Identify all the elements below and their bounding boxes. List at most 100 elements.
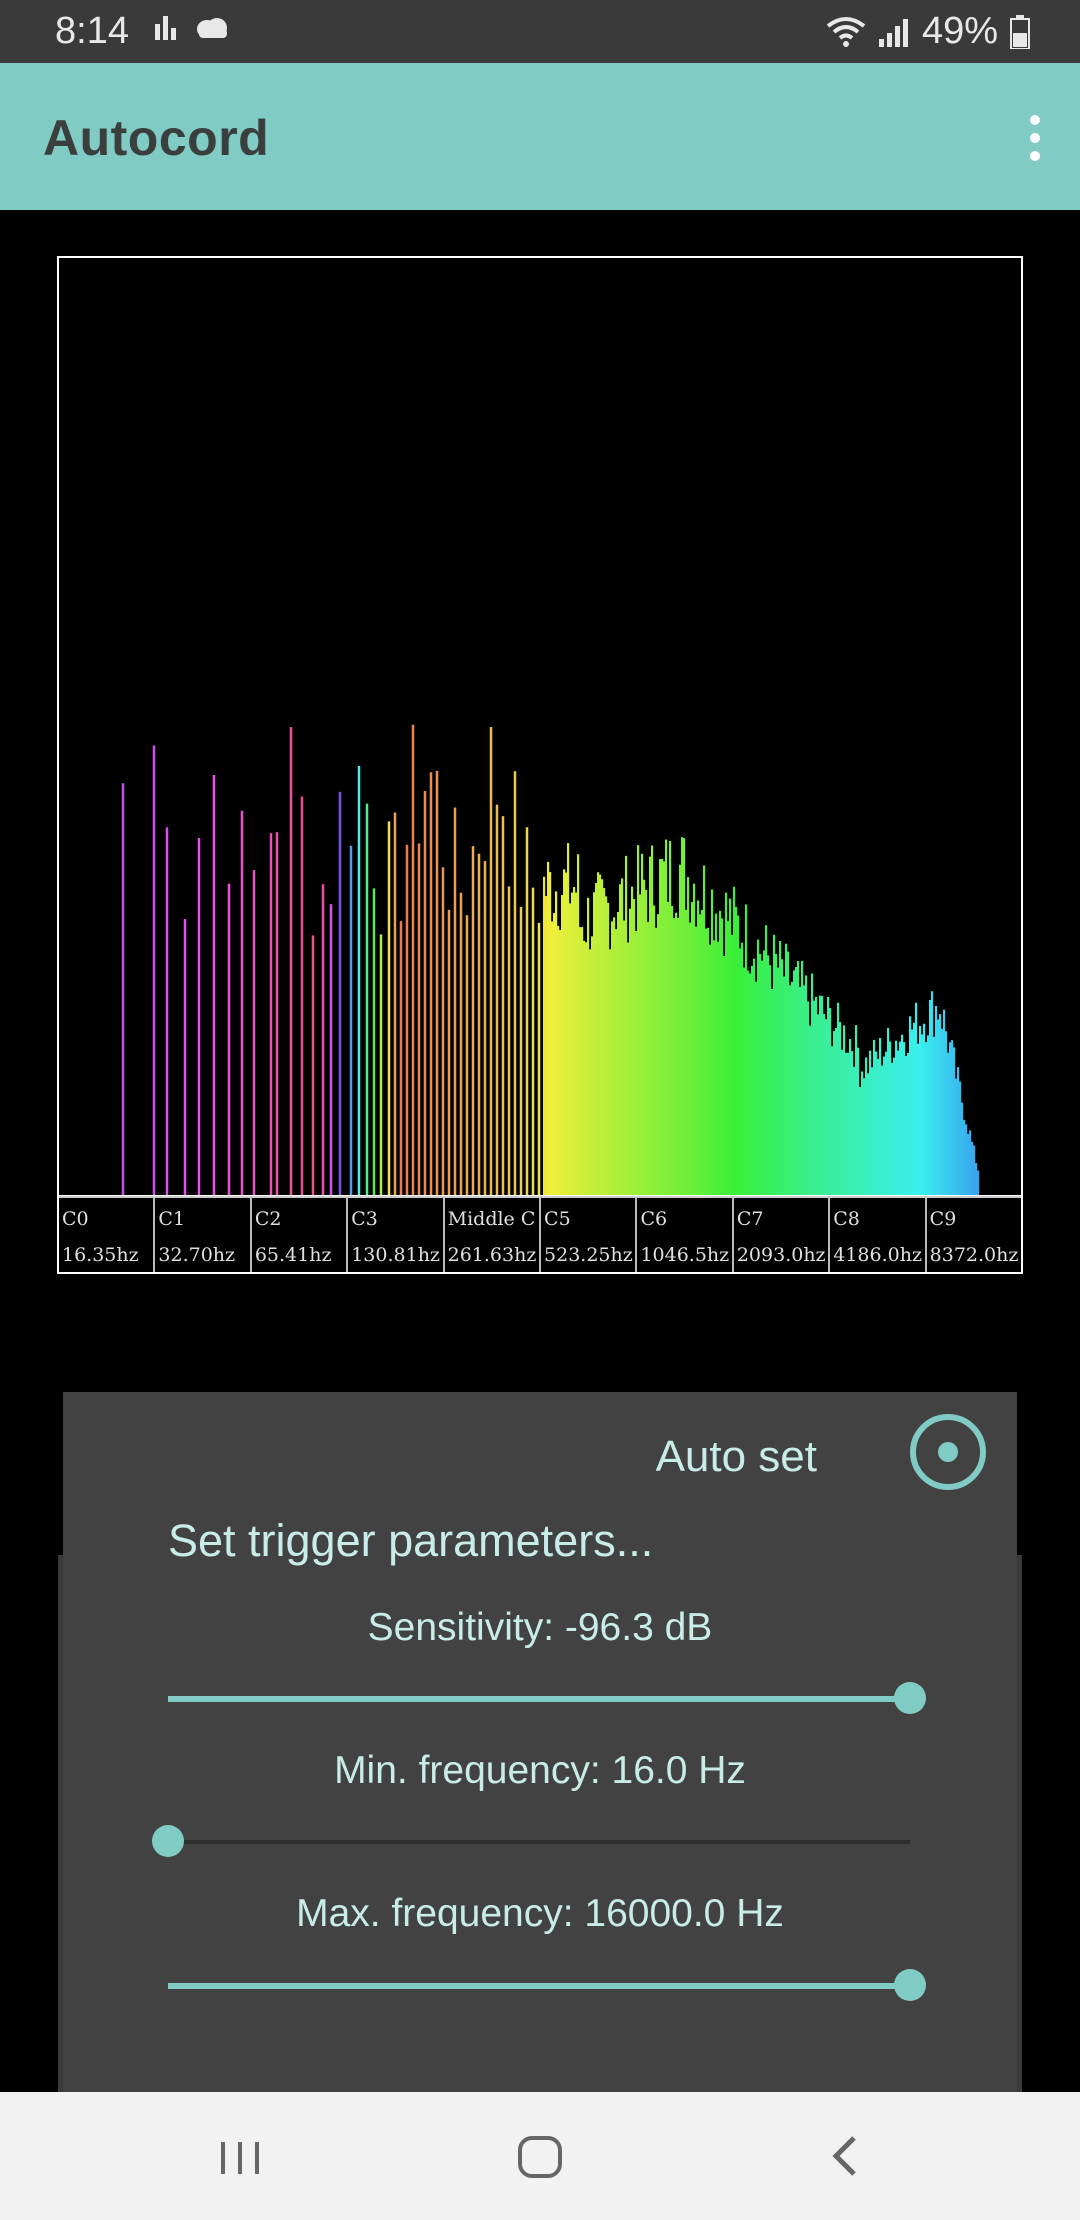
spectrum-bar <box>743 968 745 1196</box>
spectrum-bar <box>923 1024 925 1196</box>
spectrum-bar <box>759 954 761 1196</box>
spectrum-bar <box>633 899 635 1196</box>
spectrum-bar <box>783 976 785 1196</box>
overflow-menu-icon[interactable] <box>1025 115 1045 161</box>
spectrum-bar <box>899 1042 901 1196</box>
spectrum-bar <box>859 1087 861 1196</box>
recents-icon[interactable] <box>215 2128 265 2184</box>
min-frequency-thumb[interactable] <box>152 1825 184 1857</box>
spectrum-bar <box>853 1067 855 1196</box>
spectrum-bar <box>809 1026 811 1196</box>
spectrum-bar <box>881 1066 883 1196</box>
back-icon[interactable] <box>820 2128 870 2184</box>
min-frequency-label: Min. frequency: 16.0 Hz <box>63 1749 1017 1793</box>
spectrum-bar <box>977 1170 979 1196</box>
spectrum-bar <box>611 921 613 1196</box>
spectrum-bar <box>827 997 829 1196</box>
spectrum-bar <box>871 1067 873 1196</box>
spectrum-bar <box>725 893 727 1196</box>
spectrum-bar <box>591 936 593 1196</box>
spectrum-bar <box>765 925 767 1196</box>
spectrum-bar <box>601 879 603 1196</box>
note-label: C2 65.41hz <box>252 1198 348 1272</box>
spectrum-bar <box>577 854 579 1196</box>
spectrum-bar <box>553 913 555 1196</box>
spectrum-bar <box>597 872 599 1196</box>
spectrum-bar <box>855 1025 857 1196</box>
spectrum-bar <box>757 940 759 1196</box>
spectrum-bar <box>865 1057 867 1196</box>
spectrum-bar <box>823 1014 825 1196</box>
spectrum-bar <box>593 892 595 1196</box>
spectrum-bar <box>607 903 609 1196</box>
spectrum-bar <box>907 1053 909 1196</box>
spectrum-bar <box>547 862 549 1196</box>
spectrum-bar <box>545 896 547 1196</box>
max-frequency-thumb[interactable] <box>894 1969 926 2001</box>
wifi-icon <box>826 16 866 48</box>
status-right: 49% <box>826 10 1030 53</box>
note-label: C7 2093.0hz <box>734 1198 830 1272</box>
spectrum-bar <box>795 967 797 1196</box>
spectrum-bar <box>943 1010 945 1196</box>
spectrum-bar <box>625 856 627 1196</box>
spectrum-bar <box>927 1035 929 1196</box>
spectrum-bar <box>573 887 575 1196</box>
spectrum-bar <box>931 991 933 1196</box>
spectrum-bar <box>967 1134 969 1196</box>
spectrum-bar <box>651 845 653 1196</box>
auto-set-radio[interactable] <box>910 1414 986 1490</box>
spectrum-bar <box>801 961 803 1196</box>
spectrum-bar <box>847 1053 849 1196</box>
spectrum-bar <box>951 1040 953 1196</box>
min-frequency-slider[interactable] <box>168 1822 910 1862</box>
spectrum-bar <box>717 942 719 1196</box>
spectrum-bar <box>639 894 641 1196</box>
spectrum-bar <box>709 945 711 1196</box>
spectrum-bar <box>807 1002 809 1196</box>
spectrum-bar <box>915 1003 917 1196</box>
status-bar: 8:14 49% <box>0 0 1080 63</box>
spectrum-bar <box>829 1008 831 1196</box>
sensitivity-thumb[interactable] <box>894 1682 926 1714</box>
spectrum-bar <box>819 996 821 1196</box>
spectrum-bar <box>701 910 703 1196</box>
spectrum-bar <box>603 888 605 1196</box>
battery-icon <box>1010 15 1030 49</box>
sensitivity-label: Sensitivity: -96.3 dB <box>63 1606 1017 1650</box>
spectrum-bar <box>681 837 683 1196</box>
spectrum-bar <box>661 859 663 1196</box>
spectrum-bar <box>753 959 755 1196</box>
app-bar: Autocord <box>0 63 1080 210</box>
sensitivity-slider[interactable] <box>168 1679 910 1719</box>
spectrum-bar <box>687 877 689 1196</box>
cellular-signal-icon <box>878 17 910 47</box>
home-icon[interactable] <box>514 2128 566 2184</box>
spectrum-bar <box>849 1039 851 1196</box>
spectrum-bar <box>585 942 587 1196</box>
spectrum-bar <box>621 878 623 1196</box>
note-label: C6 1046.5hz <box>637 1198 733 1272</box>
spectrum-bar <box>913 1023 915 1196</box>
spectrum-bar <box>919 1026 921 1196</box>
spectrum-bar <box>821 996 823 1196</box>
spectrum-bar <box>799 987 801 1196</box>
spectrum-bar <box>771 989 773 1196</box>
spectrum-bar <box>921 1034 923 1196</box>
spectrum-bar <box>715 914 717 1196</box>
spectrum-bar <box>773 935 775 1196</box>
spectrum-bar <box>955 1079 957 1196</box>
spectrum-bar <box>861 1071 863 1196</box>
max-frequency-slider[interactable] <box>168 1966 910 2006</box>
spectrum-bar <box>873 1040 875 1196</box>
spectrum-bar <box>797 961 799 1196</box>
spectrum-bar <box>563 869 565 1196</box>
spectrum-bar <box>669 841 671 1196</box>
spectrum-bar <box>679 865 681 1196</box>
spectrum-bar <box>559 930 561 1196</box>
spectrum-bar <box>929 1000 931 1196</box>
spectrum-bar <box>879 1038 881 1196</box>
max-frequency-label: Max. frequency: 16000.0 Hz <box>63 1892 1017 1936</box>
spectrum-bar <box>947 1053 949 1196</box>
spectrum-bar <box>815 997 817 1196</box>
